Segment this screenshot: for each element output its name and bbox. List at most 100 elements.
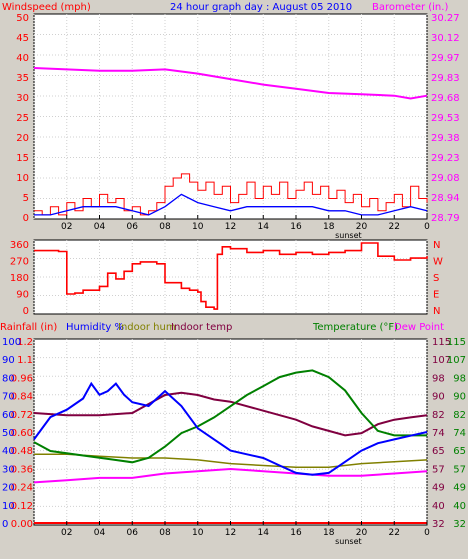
series-line-average-windspeed — [34, 193, 428, 216]
dew-point-axis-title: Dew Point — [394, 322, 444, 333]
wind-y-tick-label: 0 — [23, 213, 29, 224]
direction-y-tick-label: 180 — [10, 273, 29, 284]
graph-title: 24 hour graph day : August 05 2010 — [170, 2, 352, 13]
barometer-y-tick-label: 28.79 — [431, 213, 460, 224]
sunset-label: sunset — [335, 537, 362, 546]
rainfall-y-axis: 1.2 1.1 0.96 0.84 0.72 0.60 0.48 0.36 0.24 0.12 0.… — [11, 337, 33, 530]
series-line-humidity- — [33, 381, 428, 476]
temperature-right-y-tick-label: 32 — [453, 519, 466, 530]
humidity-y-tick-label: 0 — [2, 519, 8, 530]
compass-y-tick-label: E — [433, 290, 439, 301]
x-tick-label: 18 — [323, 222, 335, 232]
series-line-barometer-in- — [33, 67, 428, 100]
indoor-temp-axis-title: Indoor temp — [171, 322, 232, 333]
barometer-y-tick-label: 29.23 — [431, 153, 460, 164]
compass-y-tick-label: W — [433, 257, 443, 268]
x-tick-label: 18 — [323, 528, 335, 538]
humidity-y-tick-label: 10 — [2, 501, 15, 512]
temperature-y-axis: 115 107 98 90 82 74 65 57 49 40 32 — [432, 337, 451, 530]
barometer-y-tick-label: 29.68 — [431, 93, 460, 104]
temperature-right-y-tick-label: 74 — [453, 428, 466, 439]
wind-y-tick-label: 10 — [16, 173, 29, 184]
x-tick-label: 20 — [356, 222, 368, 232]
humidity-y-tick-label: 60 — [2, 410, 15, 421]
humidity-y-tick-label: 40 — [2, 446, 15, 457]
humidity-y-tick-label: 80 — [2, 373, 15, 384]
temperature-y-tick-label: 98 — [432, 373, 445, 384]
x-tick-label: 02 — [61, 528, 72, 538]
x-tick-label: 16 — [290, 528, 302, 538]
series-line-indoor-temp — [33, 391, 428, 437]
barometer-y-tick-label: 29.97 — [431, 53, 460, 64]
x-tick-label: 14 — [258, 222, 270, 232]
temperature-x-axis: 02 04 06 08 10 12 14 16 18 20 22 0 sunset — [61, 521, 430, 546]
rainfall-y-tick-label: 0.36 — [11, 464, 33, 475]
wind-y-tick-label: 35 — [16, 73, 29, 84]
rainfall-y-tick-label: 1.1 — [17, 355, 33, 366]
temperature-right-y-tick-label: 107 — [447, 355, 466, 366]
x-tick-label: 06 — [127, 528, 139, 538]
rainfall-y-tick-label: 0.60 — [11, 428, 33, 439]
wind-y-tick-label: 45 — [16, 33, 29, 44]
wind-y-tick-label: 5 — [23, 193, 29, 204]
compass-y-tick-label: N — [433, 240, 440, 251]
x-tick-label: 14 — [258, 528, 270, 538]
x-tick-label: 12 — [225, 222, 236, 232]
temperature-series — [33, 369, 428, 524]
rainfall-y-tick-label: 0.24 — [11, 483, 33, 494]
wind-series — [33, 67, 428, 216]
x-tick-label: 10 — [192, 528, 204, 538]
wind-y-tick-label: 25 — [16, 113, 29, 124]
wind-y-tick-label: 50 — [16, 13, 29, 24]
compass-y-tick-label: N — [433, 306, 440, 317]
barometer-y-tick-label: 29.83 — [431, 73, 460, 84]
x-tick-label: 12 — [225, 528, 236, 538]
x-tick-label: 22 — [389, 528, 400, 538]
rainfall-y-tick-label: 0.48 — [11, 446, 33, 457]
temperature-y-tick-label: 32 — [432, 519, 445, 530]
indoor-hum-axis-title: Indoor hum — [118, 322, 176, 333]
series-line-indoor-hum — [34, 453, 428, 469]
series-line-wind-direction — [34, 242, 428, 310]
temperature-y-tick-label: 40 — [432, 501, 445, 512]
temperature-right-y-tick-label: 65 — [453, 446, 466, 457]
series-line-dew-point — [33, 467, 428, 484]
x-tick-label: 02 — [61, 222, 72, 232]
direction-y-tick-label: 270 — [10, 257, 29, 268]
x-tick-label: 0 — [424, 528, 430, 538]
barometer-y-tick-label: 29.53 — [431, 113, 460, 124]
rainfall-y-tick-label: 0.72 — [11, 410, 33, 421]
windspeed-axis-title: Windspeed (mph) — [2, 2, 91, 13]
temperature-y-tick-label: 65 — [432, 446, 445, 457]
direction-y-axis: 360 270 180 90 0 — [10, 240, 29, 317]
temperature-y-tick-label: 74 — [432, 428, 445, 439]
humidity-y-tick-label: 100 — [2, 337, 21, 348]
wind-y-tick-label: 40 — [16, 53, 29, 64]
temperature-y-tick-label: 115 — [432, 337, 451, 348]
temperature-y-axis-right: 115 107 98 90 82 74 65 57 49 40 32 — [447, 337, 466, 530]
humidity-y-tick-label: 70 — [2, 392, 15, 403]
temperature-right-y-tick-label: 82 — [453, 410, 466, 421]
wind-x-axis: 02 04 06 08 10 12 14 16 18 20 22 0 sunset — [61, 215, 430, 240]
x-tick-label: 0 — [424, 222, 430, 232]
rainfall-axis-title: Rainfall (in) — [0, 322, 57, 333]
temperature-y-tick-label: 57 — [432, 464, 445, 475]
temperature-right-y-tick-label: 40 — [453, 501, 466, 512]
wind-y-tick-label: 15 — [16, 153, 29, 164]
direction-y-tick-label: 360 — [10, 240, 29, 251]
barometer-y-axis: 30.27 30.12 29.97 29.83 29.68 29.53 29.38 29.23… — [431, 13, 460, 224]
temperature-axis-title: Temperature (°F) — [312, 322, 398, 333]
x-tick-label: 06 — [127, 222, 139, 232]
rainfall-y-tick-label: 0.00 — [11, 519, 33, 530]
humidity-axis-title: Humidity % — [66, 322, 124, 333]
rainfall-y-tick-label: 0.12 — [11, 501, 33, 512]
humidity-y-tick-label: 90 — [2, 355, 15, 366]
wind-y-tick-label: 30 — [16, 93, 29, 104]
compass-y-tick-label: S — [433, 273, 439, 284]
barometer-y-tick-label: 29.08 — [431, 173, 460, 184]
